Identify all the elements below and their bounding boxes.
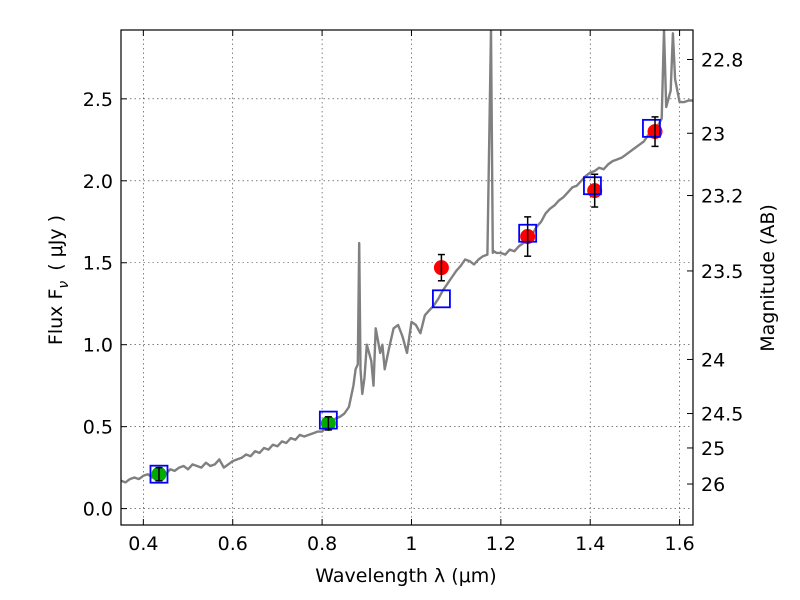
right-tick-label: 25	[701, 438, 725, 460]
y-axis-title-group: Flux Fν ( μJy )	[45, 215, 72, 345]
model-spectrum-line	[121, 30, 693, 484]
y-tick-label: 2.5	[83, 89, 113, 111]
x-tick-label: 1.6	[664, 533, 694, 555]
right-tick-label: 24.5	[701, 404, 743, 426]
x-tick-label: 1.4	[575, 533, 605, 555]
x-axis-title: Wavelength λ (μm)	[315, 565, 496, 587]
y-axis-title-main: Flux F	[45, 289, 67, 345]
y-tick-label: 1.0	[83, 335, 113, 357]
x-tick-label: 0.8	[307, 533, 337, 555]
x-tick-label: 0.4	[128, 533, 158, 555]
right-tick-label: 23.2	[701, 186, 743, 208]
right-tick-label: 23.5	[701, 261, 743, 283]
tick-labels: 0.4 0.6 0.8 1 1.2 1.4 1.6 0.0 0.5 1.0 1.5 2.0 2.5 22.…	[83, 50, 744, 555]
x-tick-label: 1	[405, 533, 417, 555]
model-spectrum	[121, 30, 693, 484]
grid	[121, 30, 693, 525]
plot-frame	[120, 29, 694, 526]
model-photometry-square	[583, 176, 602, 196]
y-tick-label: 2.0	[83, 171, 113, 193]
x-tick-label: 0.6	[218, 533, 248, 555]
right-tick-label: 23	[701, 123, 725, 145]
x-tick-label: 1.2	[486, 533, 516, 555]
axis-ticks	[121, 30, 693, 525]
y-tick-label: 0.0	[83, 499, 113, 521]
model-photometry-square	[642, 118, 661, 138]
right-tick-label: 22.8	[701, 50, 743, 72]
right-axis-title: Magnitude (AB)	[757, 204, 779, 352]
y-axis-title-subscript: ν	[56, 281, 72, 289]
photometry-points	[149, 116, 663, 484]
right-tick-label: 24	[701, 349, 725, 371]
y-tick-label: 0.5	[83, 417, 113, 439]
y-axis-title: Flux Fν ( μJy )	[45, 215, 72, 345]
model-photometry-square	[432, 289, 451, 309]
y-axis-title-unit: ( μJy )	[45, 215, 67, 271]
model-photometry-square	[149, 464, 169, 484]
y-tick-label: 1.5	[83, 253, 113, 275]
right-tick-label: 26	[701, 474, 725, 496]
